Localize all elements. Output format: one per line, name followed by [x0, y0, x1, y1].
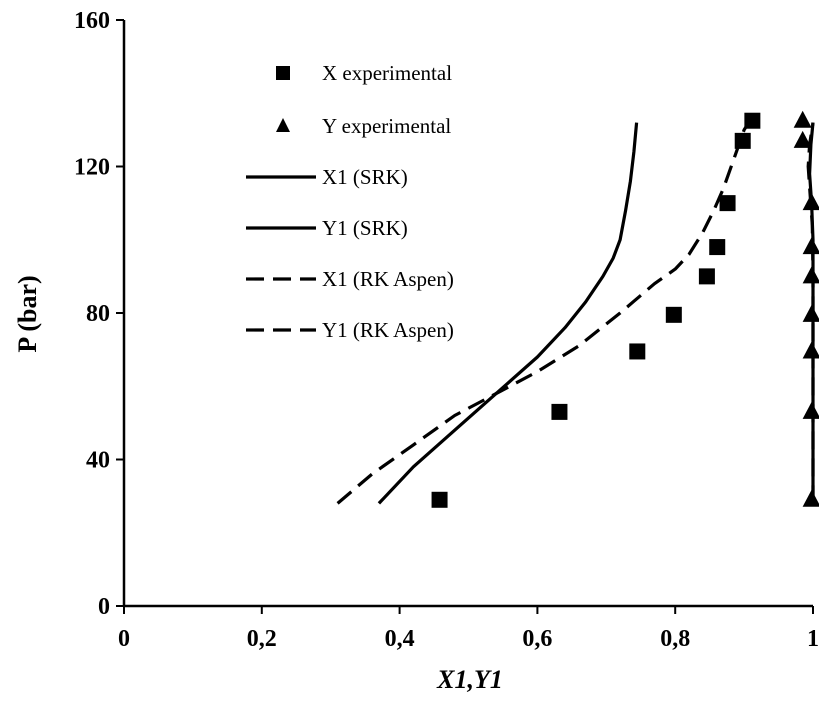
- x-tick-label: 0,2: [247, 626, 277, 652]
- y-axis-ticks: 0 40 80 120 160: [74, 8, 124, 620]
- legend-item: Y experimental: [276, 114, 451, 138]
- legend: X experimental Y experimental X1 (SRK) Y1 (…: [246, 61, 454, 342]
- legend-label: Y1 (SRK): [322, 216, 408, 240]
- series-y-experimental: [793, 110, 819, 507]
- legend-label: X experimental: [322, 61, 452, 85]
- legend-item: X experimental: [276, 61, 452, 85]
- legend-item: Y1 (SRK): [246, 216, 408, 240]
- legend-marker-square: [276, 66, 290, 80]
- data-point-triangle: [802, 341, 819, 359]
- data-point-triangle: [802, 237, 819, 255]
- legend-item: X1 (SRK): [246, 165, 408, 189]
- legend-label: Y experimental: [322, 114, 451, 138]
- x-axis-ticks: 0 0,2 0,4 0,6 0,8 1: [118, 606, 819, 652]
- series-line: [377, 122, 639, 505]
- legend-label: X1 (RK Aspen): [322, 267, 454, 291]
- data-point-square: [665, 306, 682, 323]
- series-line: [806, 122, 815, 504]
- data-point-triangle: [793, 110, 812, 128]
- x-tick-label: 0,6: [522, 626, 552, 652]
- plot-area: [336, 110, 819, 508]
- x-tick-label: 1: [807, 626, 819, 652]
- series-x1-srk: [377, 122, 639, 505]
- y-tick-label: 0: [98, 594, 110, 620]
- data-point-triangle: [802, 401, 819, 419]
- data-point-triangle: [802, 304, 819, 322]
- legend-marker-triangle: [276, 118, 290, 132]
- data-point-triangle: [802, 266, 819, 284]
- series-line: [336, 118, 753, 505]
- x-axis-title: X1,Y1: [436, 665, 503, 694]
- x-tick-label: 0,4: [385, 626, 415, 652]
- data-point-triangle: [793, 130, 812, 148]
- data-point-square: [719, 195, 736, 212]
- legend-item: Y1 (RK Aspen): [246, 318, 454, 342]
- x-tick-label: 0: [118, 626, 130, 652]
- data-point-square: [629, 343, 646, 360]
- y-tick-label: 120: [74, 155, 110, 181]
- y-tick-label: 40: [86, 448, 110, 474]
- data-point-square: [709, 239, 726, 256]
- series-y1-rk-aspen: [806, 122, 815, 504]
- series-x1-rk-aspen: [336, 118, 753, 505]
- data-point-triangle: [802, 489, 819, 507]
- data-point-square: [551, 403, 568, 420]
- data-point-square: [431, 491, 448, 508]
- data-point-square: [698, 268, 715, 285]
- legend-label: Y1 (RK Aspen): [322, 318, 454, 342]
- x-tick-label: 0,8: [660, 626, 690, 652]
- y-tick-label: 160: [74, 8, 110, 34]
- y-tick-label: 80: [86, 301, 110, 327]
- legend-item: X1 (RK Aspen): [246, 267, 454, 291]
- y-axis-title: P (bar): [13, 275, 42, 352]
- legend-label: X1 (SRK): [322, 165, 408, 189]
